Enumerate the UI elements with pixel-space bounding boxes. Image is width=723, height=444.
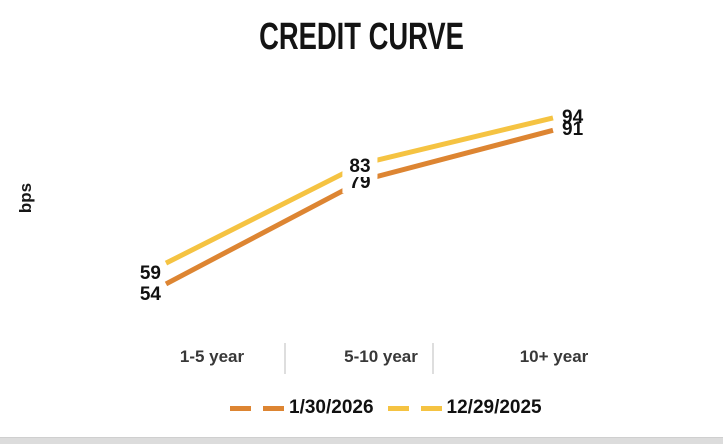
legend-dash-icon xyxy=(263,405,284,411)
legend-label: 1/30/2026 xyxy=(289,397,374,418)
category-separator xyxy=(284,343,286,374)
legend-dash-icon xyxy=(387,405,409,411)
legend-key-dashes xyxy=(230,405,284,411)
data-label: 54 xyxy=(139,283,161,305)
legend-key-dashes xyxy=(387,405,442,411)
legend-dash-icon xyxy=(230,405,251,411)
x-axis-label: 10+ year xyxy=(519,347,589,366)
data-label: 91 xyxy=(562,119,584,141)
legend-label: 12/29/2025 xyxy=(446,397,542,418)
legend-dash-icon xyxy=(420,405,442,411)
chart-title: CREDIT CURVE xyxy=(259,16,464,58)
data-label: 59 xyxy=(139,263,161,285)
data-label: 94 xyxy=(562,106,584,128)
bottom-divider xyxy=(0,437,723,444)
legend-item: 12/29/2025 xyxy=(387,396,542,420)
category-separator xyxy=(432,343,434,374)
x-axis-label: 5-10 year xyxy=(344,347,418,366)
data-label: 79 xyxy=(342,173,378,194)
legend-item: 1/30/2026 xyxy=(230,396,374,420)
series-line-1-30-2026 xyxy=(164,127,554,287)
x-axis-label: 1-5 year xyxy=(179,347,245,366)
legend: 1/30/2026 12/29/2025 xyxy=(230,396,542,420)
data-label: 83 xyxy=(342,156,378,177)
